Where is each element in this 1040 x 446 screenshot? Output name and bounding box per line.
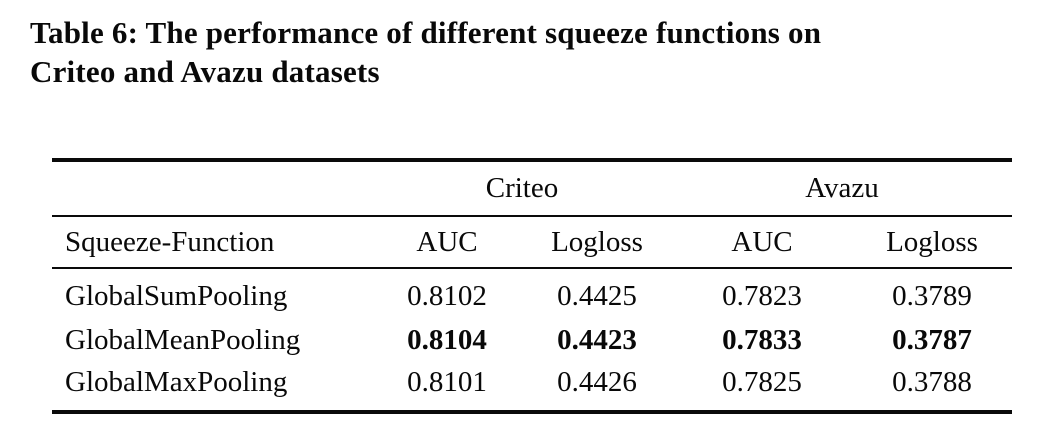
cell-criteo-logloss: 0.4423 bbox=[557, 323, 637, 356]
table-caption: Table 6: The performance of different sq… bbox=[30, 13, 1030, 91]
cell-criteo-logloss: 0.4425 bbox=[557, 280, 637, 312]
results-table: Criteo Avazu Squeeze-Function AUC Loglos… bbox=[52, 158, 1013, 414]
cell-criteo-auc: 0.8102 bbox=[407, 280, 487, 312]
cell-criteo-auc: 0.8101 bbox=[407, 365, 487, 398]
cell-avazu-logloss: 0.3788 bbox=[892, 365, 972, 398]
column-header-criteo-logloss: Logloss bbox=[522, 216, 672, 269]
cell-avazu-auc: 0.7823 bbox=[722, 280, 802, 312]
row-label: GlobalMaxPooling bbox=[65, 365, 288, 398]
cell-avazu-logloss: 0.3789 bbox=[892, 280, 972, 312]
cell-criteo-auc: 0.8104 bbox=[407, 323, 487, 356]
row-label: GlobalSumPooling bbox=[65, 280, 288, 312]
column-header-criteo-auc: AUC bbox=[372, 216, 522, 269]
cell-criteo-logloss: 0.4426 bbox=[557, 365, 637, 398]
group-header-avazu: Avazu bbox=[672, 160, 1013, 217]
table-row-globalsumpooling: GlobalSumPooling 0.8102 0.4425 0.7823 0.… bbox=[52, 268, 1012, 316]
row-label: GlobalMeanPooling bbox=[65, 323, 301, 356]
caption-line-2: Criteo and Avazu datasets bbox=[30, 54, 380, 89]
column-header-avazu-logloss: Logloss bbox=[852, 216, 1013, 269]
table-row-globalmeanpooling: GlobalMeanPooling 0.8104 0.4423 0.7833 0… bbox=[52, 316, 1012, 364]
cell-avazu-logloss: 0.3787 bbox=[892, 323, 972, 356]
table-row-globalmaxpooling: GlobalMaxPooling 0.8101 0.4426 0.7825 0.… bbox=[52, 364, 1012, 412]
group-header-empty-cell bbox=[52, 160, 372, 217]
cell-avazu-auc: 0.7833 bbox=[722, 323, 802, 356]
column-header-squeeze-function: Squeeze-Function bbox=[52, 216, 372, 269]
results-table-container: Criteo Avazu Squeeze-Function AUC Loglos… bbox=[52, 158, 1013, 414]
group-header-criteo: Criteo bbox=[372, 160, 672, 217]
caption-line-1: Table 6: The performance of different sq… bbox=[30, 15, 822, 50]
dataset-group-header-row: Criteo Avazu bbox=[52, 160, 1013, 217]
cell-avazu-auc: 0.7825 bbox=[722, 365, 802, 398]
column-header-row: Squeeze-Function AUC Logloss AUC Logloss bbox=[52, 216, 1013, 269]
column-header-avazu-auc: AUC bbox=[672, 216, 852, 269]
